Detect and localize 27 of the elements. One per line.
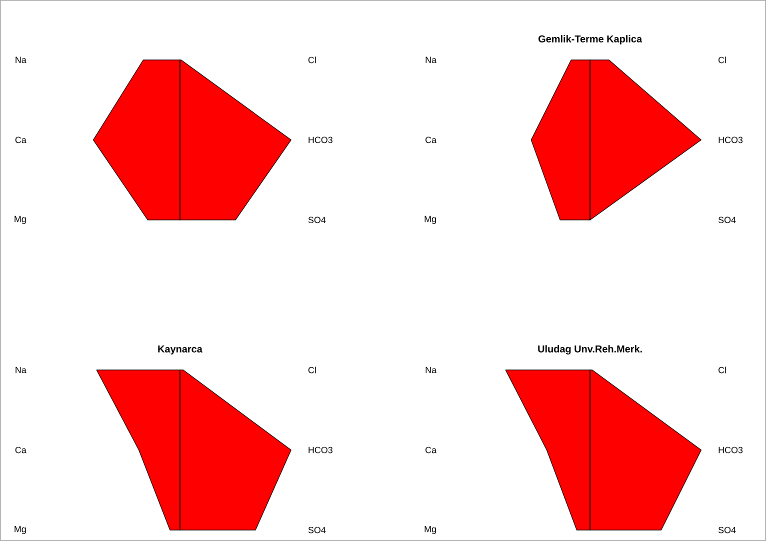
chart-title: Gemlik-Terme Kaplica: [538, 35, 642, 44]
y-tick-label: Mg: [424, 526, 436, 534]
y-tick-label: Na: [426, 366, 436, 374]
text: SO4: [308, 216, 326, 224]
text: HCO3: [718, 136, 743, 144]
chart-title: Uludag Unv.Reh.Merk.: [538, 345, 642, 354]
y-tick-label: Mg: [14, 216, 26, 224]
text: Cl: [718, 56, 726, 64]
text: Cl: [308, 56, 316, 64]
y-tick-label: Ca: [425, 446, 436, 454]
y-tick-label: Na: [16, 56, 26, 64]
y-tick-label: Na: [426, 56, 436, 64]
text: SO4: [718, 526, 736, 534]
text: HCO3: [308, 446, 332, 454]
y-tick-label: Ca: [15, 136, 26, 144]
y-tick-label: Na: [16, 366, 26, 374]
y-tick-label: Mg: [424, 216, 436, 224]
text: Cl: [308, 366, 316, 374]
y-tick-label: Mg: [14, 526, 26, 534]
y-tick-label: Ca: [15, 446, 26, 454]
text: SO4: [718, 216, 736, 224]
y-tick-label: Ca: [425, 136, 436, 144]
text: Cl: [718, 366, 726, 374]
text: SO4: [308, 526, 326, 534]
text: HCO3: [718, 446, 743, 454]
text: HCO3: [308, 136, 332, 144]
chart-title: Kaynarca: [158, 346, 202, 354]
